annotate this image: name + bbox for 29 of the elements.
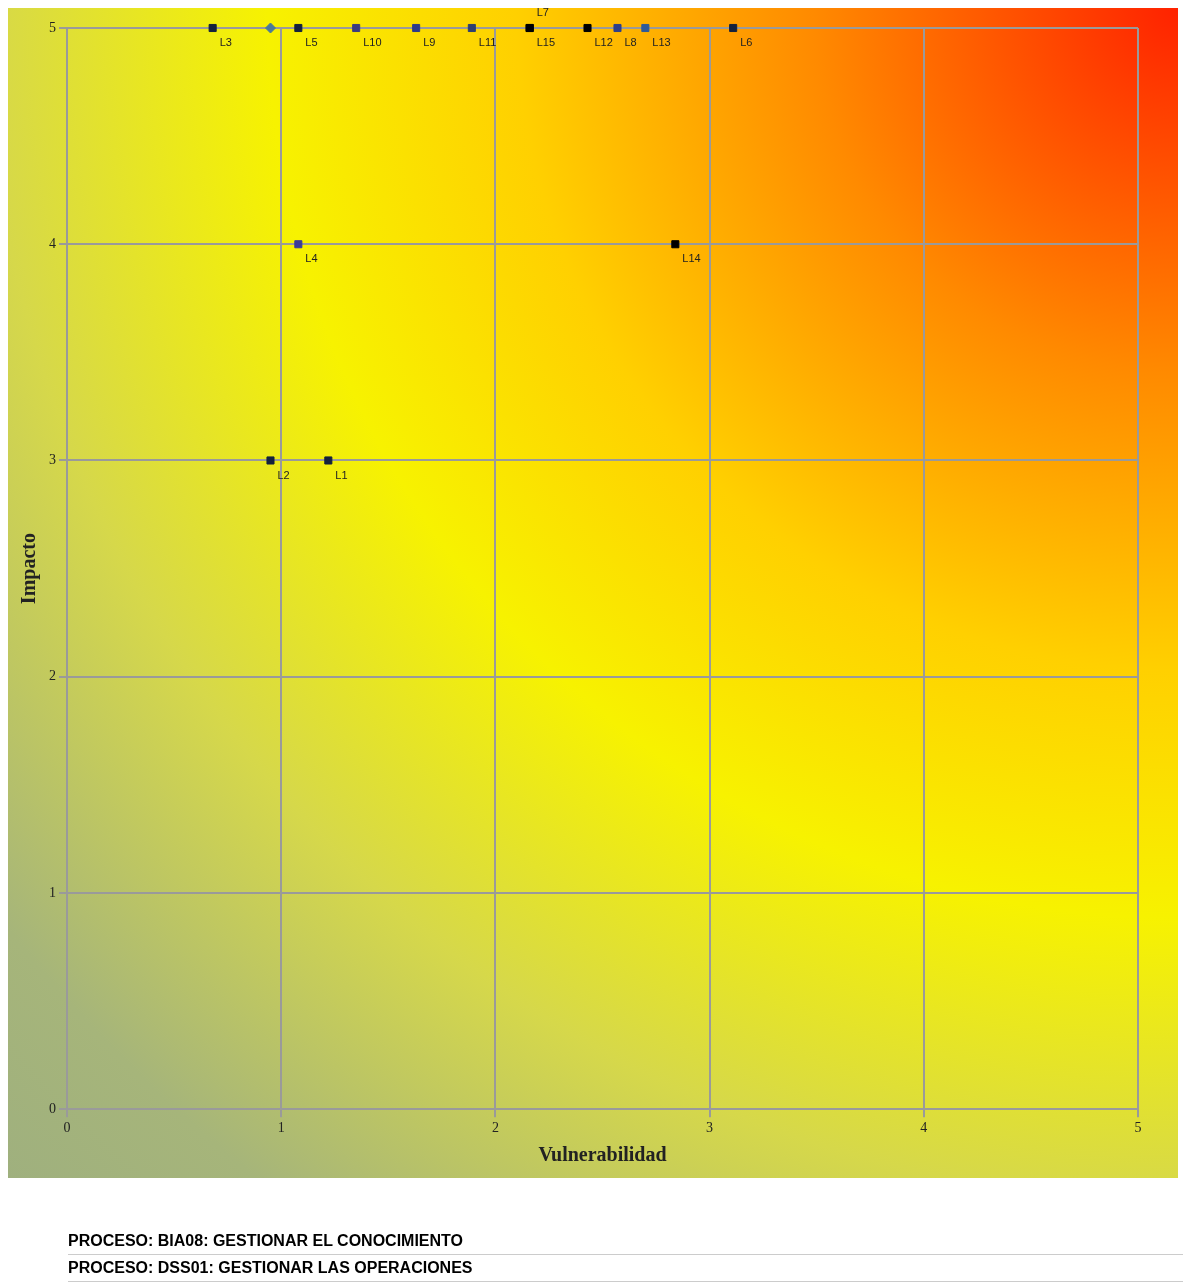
y-tick-label: 0 xyxy=(49,1100,56,1116)
annotation: L1 xyxy=(335,468,348,481)
annotation: L5 xyxy=(305,36,318,49)
annotation: L14 xyxy=(682,252,701,265)
annotation: L4 xyxy=(305,252,318,265)
x-tick-label: 4 xyxy=(920,1120,928,1136)
annotation: L10 xyxy=(363,36,382,49)
x-tick-label: 0 xyxy=(63,1120,71,1136)
annotation: L15 xyxy=(536,36,556,49)
text: PROCESO: BIA08: GESTIONAR EL CONOCIMIENTO xyxy=(68,1228,1183,1255)
y-tick-label: 5 xyxy=(49,19,56,35)
y-tick-label: 2 xyxy=(49,668,56,684)
x-tick-label: 5 xyxy=(1134,1120,1142,1136)
y-axis-title: Impacto xyxy=(17,533,41,605)
annotation: L6 xyxy=(740,36,753,49)
x-tick-label: 2 xyxy=(491,1120,499,1136)
annotation: L12 xyxy=(594,36,613,49)
y-tick-label: 4 xyxy=(49,235,56,251)
annotation: L7 xyxy=(536,6,549,19)
x-axis-title: Vulnerabilidad xyxy=(538,1143,667,1166)
text: PROCESO: DSS01: GESTIONAR LAS OPERACIONES xyxy=(68,1255,1183,1282)
annotation: L13 xyxy=(652,36,671,49)
annotation: L9 xyxy=(423,36,436,49)
annotation: L3 xyxy=(219,36,232,49)
y-tick-label: 3 xyxy=(49,452,56,468)
y-tick-label: 1 xyxy=(49,884,56,900)
x-tick-label: 1 xyxy=(277,1120,285,1136)
x-tick-label: 3 xyxy=(706,1120,714,1136)
annotation: L8 xyxy=(624,36,637,49)
